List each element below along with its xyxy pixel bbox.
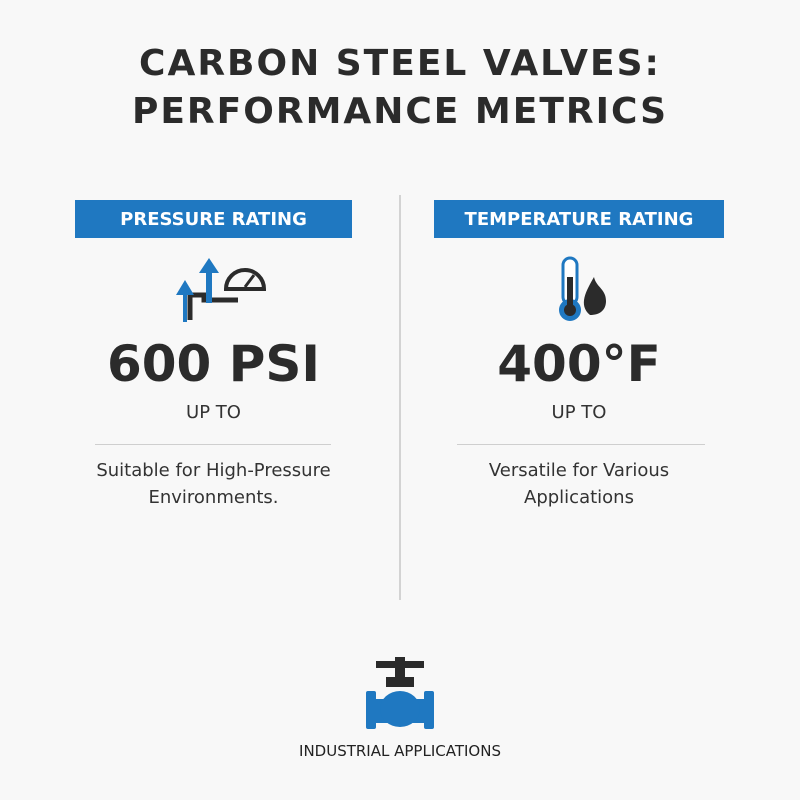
card-value: 600 PSI [106,335,321,393]
card-label: PRESSURE RATING [75,200,352,238]
title: CARBON STEEL VALVES: PERFORMANCE METRICS [131,43,669,132]
footer-label: INDUSTRIAL APPLICATIONS [299,742,501,760]
valve-icon [366,657,434,729]
card-label: TEMPERATURE RATING [434,200,724,238]
rule [457,444,705,445]
divider [399,195,401,600]
card-value: 400°F [497,335,661,393]
card-qualifier: UP TO [551,402,607,423]
card-description: Suitable for High-Pressure Environments. [96,460,331,508]
card-qualifier: UP TO [186,402,241,423]
temperature-icon [559,256,606,321]
card-description: Versatile for Various Applications [488,460,670,508]
rule [95,444,331,445]
pressure-icon [176,258,267,322]
